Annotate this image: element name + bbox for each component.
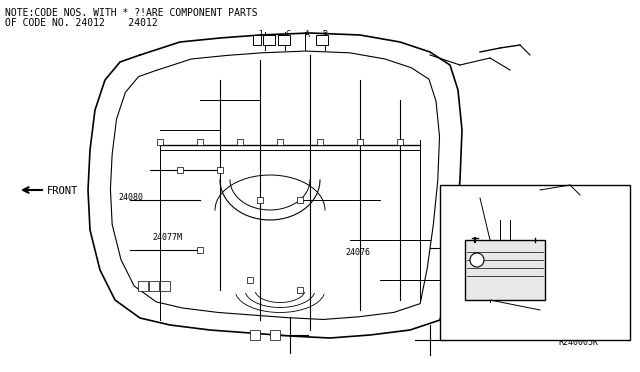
Text: B: B <box>474 257 479 266</box>
Text: A: A <box>305 30 310 39</box>
Text: 24080: 24080 <box>118 193 143 202</box>
Text: B: B <box>322 30 327 39</box>
Text: K: K <box>162 283 166 292</box>
Bar <box>237 139 243 145</box>
Text: 24015G: 24015G <box>456 303 486 312</box>
Circle shape <box>470 253 484 267</box>
Text: 24080: 24080 <box>500 282 525 291</box>
Text: J: J <box>254 36 259 45</box>
Bar <box>197 139 203 145</box>
Text: 24345: 24345 <box>458 188 483 197</box>
Bar <box>465 240 545 300</box>
Text: R240005K: R240005K <box>558 338 598 347</box>
Text: OF CODE NO. 24012    24012: OF CODE NO. 24012 24012 <box>5 18 157 28</box>
Bar <box>257 197 263 203</box>
Bar <box>247 277 253 283</box>
Text: H: H <box>252 332 257 341</box>
Bar <box>316 35 328 45</box>
Bar <box>253 35 261 45</box>
Text: C: C <box>285 30 290 39</box>
Bar <box>357 139 363 145</box>
Text: FRONT: FRONT <box>47 186 78 196</box>
Text: J: J <box>258 30 263 39</box>
Bar <box>297 287 303 293</box>
Text: NOTE:CODE NOS. WITH * ?!ARE COMPONENT PARTS: NOTE:CODE NOS. WITH * ?!ARE COMPONENT PA… <box>5 8 258 18</box>
Text: K: K <box>280 36 285 45</box>
Bar <box>197 247 203 253</box>
Bar <box>397 139 403 145</box>
Text: 24076: 24076 <box>345 248 370 257</box>
Bar <box>277 139 283 145</box>
Text: M: M <box>553 190 558 199</box>
Bar <box>157 139 163 145</box>
Bar <box>440 185 630 340</box>
Bar <box>177 167 183 173</box>
Bar <box>278 35 290 45</box>
Bar <box>270 330 280 340</box>
Text: K: K <box>151 283 156 292</box>
Bar <box>149 281 159 291</box>
Text: K: K <box>318 36 323 45</box>
Bar <box>263 35 275 45</box>
Bar <box>250 330 260 340</box>
Bar <box>217 167 223 173</box>
Text: 24016P?!: 24016P?! <box>447 210 486 219</box>
Text: 24077M: 24077M <box>152 233 182 242</box>
Text: 08146-8162G: 08146-8162G <box>476 252 523 258</box>
Bar <box>297 197 303 203</box>
Bar <box>138 281 148 291</box>
Bar <box>317 139 323 145</box>
Text: I: I <box>272 332 276 341</box>
Text: 24381M?!: 24381M?! <box>514 210 553 219</box>
Bar <box>160 281 170 291</box>
Text: K: K <box>265 36 269 45</box>
Text: K: K <box>140 283 145 292</box>
